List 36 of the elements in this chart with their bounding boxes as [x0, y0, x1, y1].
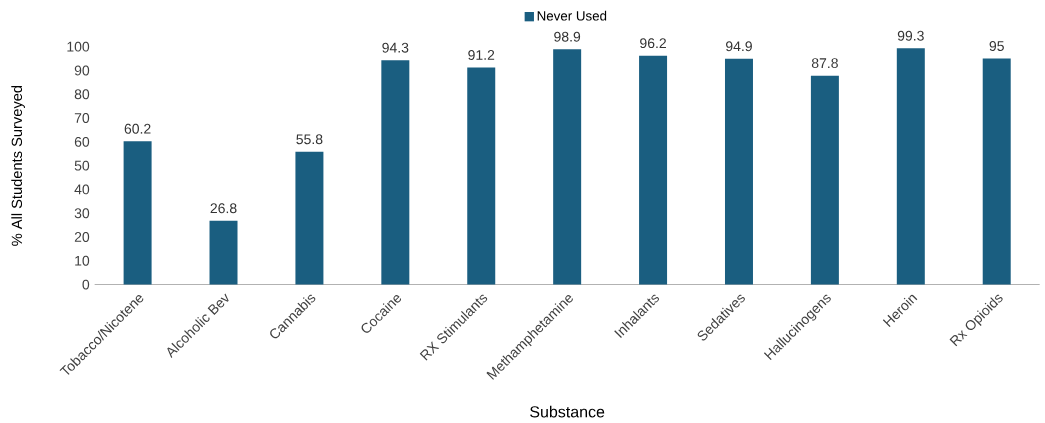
- bar: [295, 152, 324, 285]
- y-tick-label: 100: [67, 41, 90, 52]
- y-tick-label: 80: [74, 89, 90, 100]
- y-tick-label: 0: [82, 279, 90, 290]
- bar: [982, 58, 1011, 285]
- x-axis-title: Substance: [530, 406, 605, 418]
- data-label: 99.3: [897, 31, 924, 41]
- y-tick-label: 10: [75, 256, 90, 266]
- y-tick-label: 70: [74, 113, 90, 124]
- data-label: 94.9: [726, 41, 752, 52]
- bar: [810, 75, 839, 285]
- bar: [123, 141, 152, 285]
- data-label: 94.3: [382, 42, 409, 53]
- data-label: 96.2: [640, 38, 666, 49]
- bar: [896, 48, 925, 285]
- bar: [639, 55, 668, 285]
- bar: [209, 221, 238, 285]
- bar: [381, 60, 410, 285]
- y-tick-label: 50: [74, 160, 90, 171]
- y-tick-label: 90: [74, 65, 90, 76]
- y-tick-label: 60: [74, 137, 90, 148]
- bar: [724, 59, 753, 285]
- bar: [467, 67, 496, 285]
- y-tick-label: 30: [74, 208, 90, 219]
- data-label: 95: [989, 41, 1004, 52]
- data-label: 26.8: [210, 203, 237, 214]
- legend-label: Never Used: [537, 11, 607, 21]
- data-label: 55.8: [296, 134, 323, 145]
- data-label: 98.9: [554, 32, 581, 42]
- data-label: 91.2: [468, 50, 495, 61]
- data-label: 87.8: [811, 58, 838, 69]
- data-label: 60.2: [124, 124, 151, 134]
- y-tick-label: 40: [74, 184, 90, 195]
- y-tick-label: 20: [74, 232, 90, 243]
- y-axis-title: % All Students Surveyed: [11, 86, 25, 247]
- bar: [553, 49, 582, 285]
